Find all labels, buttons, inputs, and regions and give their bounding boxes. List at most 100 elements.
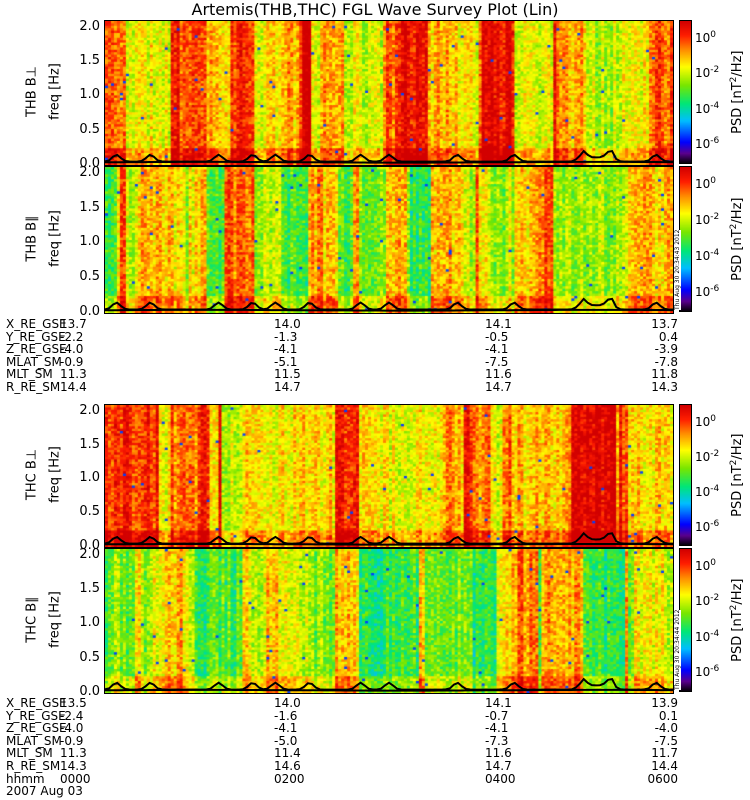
peak-trace: [105, 297, 673, 311]
colorbar-tick-label: 10-4: [695, 628, 720, 644]
ephemeris-row-name: R_RE_SM: [6, 379, 61, 394]
ephemeris-row: R_RE_SM 14.4 14.7 14.7 14.3: [6, 379, 678, 394]
colorbar-gradient: [680, 21, 691, 163]
panel-label: THC B⊥: [24, 448, 40, 501]
spectrogram-panel: [104, 166, 674, 314]
colorbar-label: PSD [nT2/Hz]: [728, 578, 746, 662]
trace-overlay: [105, 297, 673, 312]
y-tick-label: 0.0: [79, 156, 100, 171]
colorbar-label: PSD [nT2/Hz]: [728, 50, 746, 134]
ephemeris-table: X_RE_GSE 13.5 14.0 14.1 13.9 Y_RE_GSE -2.4 -1.6…: [6, 697, 678, 786]
colorbar-tick-label: 10-2: [695, 593, 720, 609]
ephemeris-value: -4.0: [60, 721, 84, 736]
ephemeris-value: -4.1: [485, 721, 509, 736]
panel-label: THB B∥: [24, 215, 40, 262]
y-tick-label: 0.0: [79, 304, 100, 319]
y-tick-label: 1.5: [79, 199, 100, 215]
ephemeris-value: -2.4: [60, 708, 84, 723]
ephemeris-value: 14.1: [485, 317, 512, 331]
colorbar-tick-label: 10-6: [695, 284, 720, 299]
ephemeris-value: -0.9: [60, 733, 84, 748]
colorbar-label: PSD [nT2/Hz]: [728, 197, 746, 281]
colorbar-tick-label: 10-4: [695, 483, 720, 499]
ephemeris-value: -3.9: [654, 342, 678, 357]
panel-label: THB B⊥: [24, 66, 40, 118]
ephemeris-value: 14.7: [274, 379, 301, 394]
y-tick-label: 1.5: [79, 436, 100, 452]
y-tick-label: 1.0: [79, 615, 100, 631]
colorbar-tick-label: 10-6: [695, 136, 720, 152]
spectrogram-image: [105, 21, 673, 165]
ephemeris-row-name: MLT_SM: [6, 746, 53, 761]
ephemeris-value: 11.6: [485, 367, 512, 382]
ephemeris-value: -1.6: [274, 708, 298, 723]
colorbar-gradient: [680, 405, 691, 545]
ephemeris-row-name: MLAT_SM: [6, 733, 62, 748]
superscript: -2: [710, 212, 720, 222]
ephemeris-row-name: Z_RE_GSE: [6, 342, 67, 357]
ephemeris-value: -1.3: [274, 329, 298, 344]
y-axis-label: freq [Hz]: [47, 63, 63, 120]
ephemeris-value: -2.2: [60, 329, 84, 344]
ephemeris-value: -4.0: [60, 342, 84, 357]
ephemeris-row: MLAT_SM -0.9 -5.0 -7.3 -7.5: [6, 733, 678, 748]
ephemeris-value: -0.9: [60, 354, 84, 369]
ephemeris-value: 11.7: [651, 746, 678, 761]
trace-overlay: [105, 149, 673, 164]
ephemeris-row: X_RE_GSE 13.7 14.0 14.1 13.7: [6, 317, 678, 331]
ephemeris-value: 13.7: [651, 317, 678, 331]
ephemeris-value: 13.7: [60, 317, 87, 331]
superscript: -2: [710, 448, 720, 459]
ephemeris-value: 0200: [274, 771, 305, 786]
superscript: -4: [710, 248, 720, 258]
ephemeris-value: 11.3: [60, 746, 87, 761]
ephemeris-row-name: MLAT_SM: [6, 354, 62, 369]
superscript: -4: [710, 483, 720, 494]
ephemeris-value: -7.3: [485, 733, 509, 748]
y-tick-label: 0.5: [79, 649, 100, 665]
spectrogram-panel: [104, 548, 674, 694]
colorbar: [679, 404, 692, 546]
y-tick-label: 2.0: [79, 18, 100, 34]
colorbar-tick-label: 10-4: [695, 100, 720, 116]
superscript: -6: [710, 518, 720, 529]
ephemeris-value: -0.5: [485, 329, 509, 344]
ephemeris-value: 11.4: [274, 746, 301, 761]
ephemeris-value: 0600: [647, 771, 678, 786]
y-tick-label: 1.5: [79, 53, 100, 69]
superscript: -6: [710, 136, 720, 147]
colorbar: [679, 20, 692, 164]
ephemeris-row-name: hhmm: [6, 771, 45, 786]
ephemeris-value: 13.9: [651, 696, 678, 710]
colorbar-tick-label: 10-4: [695, 248, 720, 263]
spectrogram-image: [105, 167, 673, 313]
spectrogram-image: [105, 405, 673, 547]
colorbar-label: PSD [nT2/Hz]: [728, 433, 746, 517]
ephemeris-value: 0400: [485, 771, 516, 786]
trace-overlay: [105, 531, 673, 546]
ephemeris-value: -4.0: [654, 721, 678, 736]
y-tick-label: 2.0: [79, 546, 100, 562]
superscript: 2: [728, 604, 739, 611]
y-tick-label: 1.5: [79, 581, 100, 597]
ephemeris-row: MLAT_SM -0.9 -5.1 -7.5 -7.8: [6, 354, 678, 369]
ephemeris-value: 14.7: [485, 379, 512, 394]
ephemeris-value: -5.0: [274, 733, 298, 748]
colorbar-tick-label: 10-6: [695, 518, 720, 534]
peak-trace: [105, 531, 673, 545]
ephemeris-value: -4.1: [485, 342, 509, 357]
ephemeris-value: -4.1: [274, 342, 298, 357]
ephemeris-value: 14.7: [485, 758, 512, 773]
colorbar-tick-label: 10-2: [695, 65, 720, 81]
ephemeris-row: Z_RE_GSE -4.0 -4.1 -4.1 -4.0: [6, 721, 678, 736]
colorbar-tick-label: 100: [695, 557, 717, 573]
superscript: -6: [710, 284, 720, 294]
superscript: 2: [728, 459, 739, 466]
ephemeris-value: -0.7: [485, 708, 509, 723]
ephemeris-value: 11.6: [485, 746, 512, 761]
colorbar-tick-label: 10-6: [695, 664, 720, 680]
colorbar-tick-label: 100: [695, 29, 717, 45]
superscript: -2: [710, 65, 720, 76]
ephemeris-value: -7.5: [654, 733, 678, 748]
ephemeris-row: Y_RE_GSE -2.2 -1.3 -0.5 0.4: [6, 329, 678, 344]
